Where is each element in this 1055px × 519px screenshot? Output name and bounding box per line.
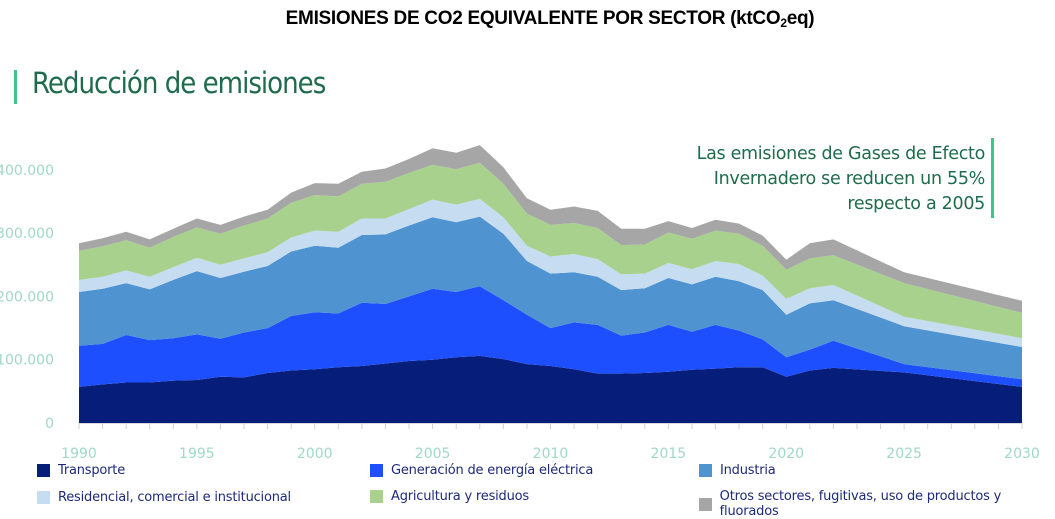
x-tick-label: 2005 [415, 446, 451, 462]
y-tick-label: 200.000 [0, 289, 54, 305]
x-tick-label: 2020 [768, 446, 804, 462]
annotation-line-1: Las emisiones de Gases de Efecto [696, 144, 986, 164]
stacked-area-chart: 1990 1995 2000 2005 2010 2015 2020 2025 2030 0 100… [0, 145, 1040, 462]
chart-title: EMISIONES DE CO2 EQUIVALENTE POR SECTOR … [285, 8, 815, 30]
legend-label: Otros sectores, fugitivas, uso de produc… [719, 489, 1002, 519]
legend-item-agricultura[interactable]: Agricultura y residuos [370, 489, 529, 504]
legend-label: Generación de energía eléctrica [391, 463, 594, 478]
y-tick-label: 0 [45, 416, 54, 432]
y-tick-label: 100.000 [0, 353, 54, 369]
x-tick-label: 2025 [886, 446, 922, 462]
legend-swatch [37, 491, 50, 504]
x-tick-label: 2015 [651, 446, 687, 462]
legend-swatch [699, 464, 712, 477]
area-series-3 [79, 198, 1022, 347]
annotation-accent-bar [991, 138, 994, 218]
legend-label: Transporte [58, 463, 125, 478]
area-series-2 [79, 216, 1022, 380]
legend-item-otros[interactable]: Otros sectores, fugitivas, uso de produc… [699, 489, 1055, 519]
legend-label: Industria [720, 463, 776, 478]
section-accent-bar [14, 70, 17, 104]
area-series-1 [79, 286, 1022, 387]
annotation-line-3: respecto a 2005 [847, 194, 985, 214]
legend-swatch [699, 497, 712, 511]
y-tick-label: 400.000 [0, 163, 54, 179]
x-tick-label: 2030 [1004, 446, 1040, 462]
legend-label: Residencial, comercial e institucional [58, 490, 291, 505]
legend-item-transporte[interactable]: Transporte [37, 463, 125, 478]
x-tick-label: 2010 [533, 446, 569, 462]
legend-swatch [370, 490, 383, 503]
section-title: Reducción de emisiones [32, 66, 326, 100]
area-series-0 [79, 355, 1022, 423]
x-tick-label: 2000 [297, 446, 333, 462]
x-tick-label: 1995 [179, 446, 215, 462]
legend-swatch [370, 464, 383, 477]
y-tick-label: 300.000 [0, 226, 54, 242]
annotation-line-2: Invernadero se reducen un 55% [713, 169, 986, 189]
area-series-4 [79, 162, 1022, 339]
annotation-text: Las emisiones de Gases de Efecto Inverna… [696, 142, 986, 217]
legend-swatch [37, 464, 50, 477]
x-tick-label: 1990 [61, 446, 97, 462]
legend-item-residencial[interactable]: Residencial, comercial e institucional [37, 490, 291, 505]
legend-label: Agricultura y residuos [391, 489, 529, 504]
legend-item-industria[interactable]: Industria [699, 463, 776, 478]
area-series-5 [79, 145, 1022, 313]
legend-item-generacion[interactable]: Generación de energía eléctrica [370, 463, 593, 478]
